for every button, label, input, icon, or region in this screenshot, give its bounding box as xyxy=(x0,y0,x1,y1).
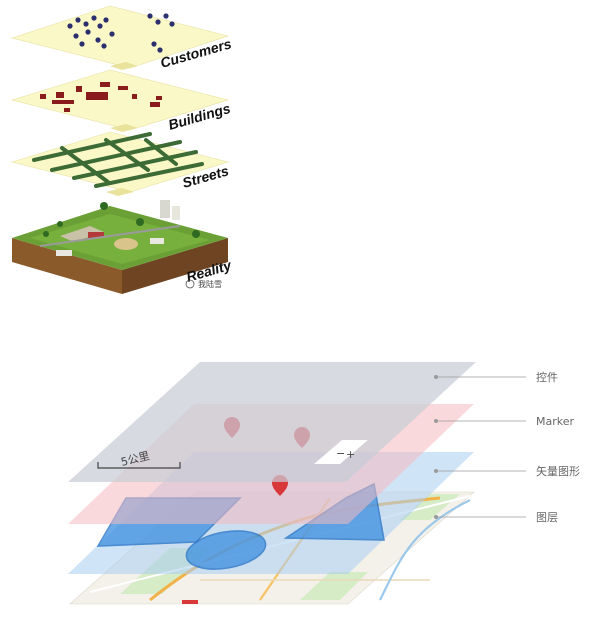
watermark: 我陆雪 xyxy=(185,279,222,289)
vector-ellipse xyxy=(185,530,267,570)
layer-label-vector: 矢量图形 xyxy=(536,464,580,478)
streets-layer: Streets xyxy=(10,131,231,196)
layer-label-base: 图层 xyxy=(536,511,558,524)
watermark-text: 我陆雪 xyxy=(198,279,222,289)
reality-features xyxy=(39,200,200,256)
layer-label-marker: Marker xyxy=(536,415,574,428)
zoom-in-icon: + xyxy=(346,448,355,461)
zoom-control: − + xyxy=(314,440,368,464)
customer-pins xyxy=(67,13,175,53)
customers-layer: Customers xyxy=(10,5,233,71)
buildings-layer: Buildings xyxy=(10,69,232,133)
street-lines xyxy=(32,132,204,188)
layer-label-controls: 控件 xyxy=(536,370,558,384)
zoom-out-icon: − xyxy=(336,447,345,460)
building-blocks xyxy=(40,82,162,112)
reality-layer: Reality 我陆雪 xyxy=(12,200,234,294)
layer-callouts xyxy=(434,375,526,519)
map-layers-illustration: 5公里 − + 控件 Marker 矢量图形 图层 xyxy=(68,362,580,605)
control-layer: 5公里 − + xyxy=(68,362,476,482)
gis-layers-illustration: Customers Buildings xyxy=(10,5,234,294)
